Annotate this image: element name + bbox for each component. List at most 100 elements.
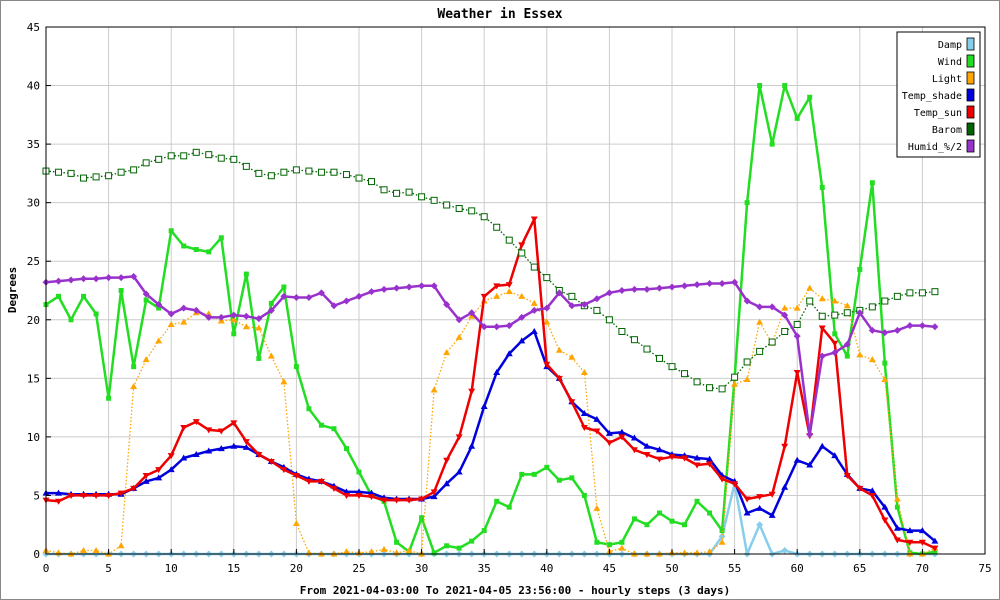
data-point xyxy=(756,504,764,511)
data-point xyxy=(931,545,939,552)
data-point xyxy=(818,312,826,320)
data-point xyxy=(493,223,501,231)
data-point xyxy=(768,303,776,311)
data-point xyxy=(518,249,526,257)
data-point xyxy=(368,489,376,496)
data-point xyxy=(856,485,864,492)
x-tick-label: 5 xyxy=(105,562,112,575)
legend-swatch xyxy=(966,37,975,51)
data-point xyxy=(292,520,300,527)
data-point xyxy=(843,473,851,480)
data-point xyxy=(619,539,625,545)
data-point xyxy=(117,490,125,497)
data-point xyxy=(682,522,688,528)
data-point xyxy=(731,278,739,286)
data-point xyxy=(242,323,250,330)
data-point xyxy=(918,527,926,534)
y-tick-label: 35 xyxy=(27,138,40,151)
data-point xyxy=(481,528,487,534)
data-point xyxy=(92,546,100,553)
data-point xyxy=(519,471,525,477)
data-point xyxy=(142,290,150,298)
data-point xyxy=(455,333,463,340)
data-point xyxy=(718,279,726,287)
data-point xyxy=(342,492,350,499)
data-point xyxy=(655,446,663,453)
data-point xyxy=(630,285,638,293)
data-point xyxy=(656,510,662,516)
data-point xyxy=(669,518,675,524)
data-point xyxy=(92,173,100,181)
data-point xyxy=(117,274,125,282)
data-point xyxy=(267,458,275,465)
data-point xyxy=(419,515,425,521)
data-point xyxy=(268,300,274,306)
data-point xyxy=(355,492,363,499)
data-point xyxy=(655,456,663,463)
data-point xyxy=(393,497,401,504)
legend-label: Temp_sun xyxy=(914,108,962,119)
data-point xyxy=(618,544,626,551)
data-point xyxy=(881,376,889,383)
data-point xyxy=(743,376,751,383)
data-point xyxy=(893,537,901,544)
data-point xyxy=(242,312,250,320)
data-point xyxy=(868,356,876,363)
series-line-temp-sun xyxy=(45,217,936,550)
data-point xyxy=(80,492,88,499)
data-point xyxy=(555,375,563,382)
data-point xyxy=(706,455,714,462)
data-point xyxy=(155,474,163,481)
data-point xyxy=(105,492,113,499)
data-point xyxy=(493,323,501,331)
data-point xyxy=(706,548,714,555)
data-point xyxy=(155,301,163,309)
legend-swatch xyxy=(966,105,975,119)
data-point xyxy=(468,442,476,449)
data-point xyxy=(819,184,825,190)
data-point xyxy=(606,542,612,548)
data-point xyxy=(806,461,814,468)
data-point xyxy=(668,363,676,371)
data-point xyxy=(693,378,701,386)
data-point xyxy=(718,538,726,545)
data-point xyxy=(618,434,626,441)
data-point xyxy=(193,247,199,253)
data-point xyxy=(580,368,588,375)
x-axis-label: From 2021-04-03:00 To 2021-04-05 23:56:0… xyxy=(300,584,730,597)
data-point xyxy=(757,83,763,89)
data-point xyxy=(781,483,789,490)
data-point xyxy=(807,94,813,100)
data-point xyxy=(543,304,551,312)
data-point xyxy=(593,428,601,435)
data-point xyxy=(117,542,125,549)
data-point xyxy=(506,504,512,510)
data-point xyxy=(255,169,263,177)
data-point xyxy=(693,462,701,469)
data-point xyxy=(230,311,238,319)
legend-swatch xyxy=(966,88,975,102)
data-point xyxy=(205,310,213,317)
data-point xyxy=(143,297,149,303)
data-point xyxy=(205,447,213,454)
data-point xyxy=(793,456,801,463)
data-point xyxy=(818,352,826,360)
data-point xyxy=(281,284,287,290)
data-point xyxy=(569,475,575,481)
data-point xyxy=(518,292,526,299)
data-point xyxy=(555,346,563,353)
data-point xyxy=(180,454,188,461)
data-point xyxy=(706,279,714,287)
data-point xyxy=(105,274,113,282)
data-point xyxy=(242,439,250,446)
data-point xyxy=(643,345,651,353)
data-point xyxy=(630,434,638,441)
data-point xyxy=(243,271,249,277)
data-point xyxy=(430,493,438,500)
data-point xyxy=(768,511,776,518)
data-point xyxy=(593,306,601,314)
y-tick-label: 45 xyxy=(27,21,40,34)
data-point xyxy=(81,293,87,299)
data-point xyxy=(505,350,513,357)
data-point xyxy=(544,464,550,470)
